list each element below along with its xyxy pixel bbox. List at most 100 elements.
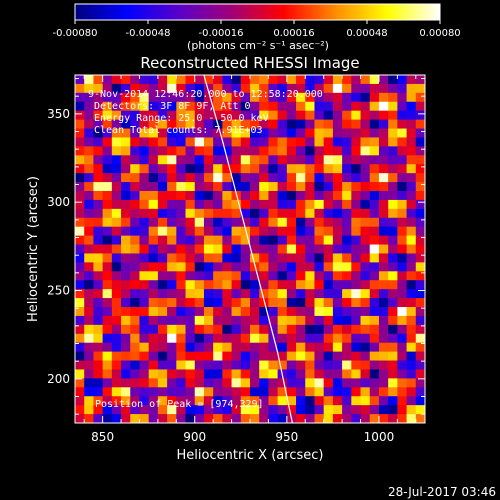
- heatmap-cell: [185, 164, 196, 174]
- heatmap-cell: [351, 405, 361, 415]
- heatmap-cell: [406, 414, 417, 423]
- heatmap-cell: [268, 137, 279, 147]
- heatmap-cell: [167, 244, 177, 254]
- heatmap-cell: [213, 217, 223, 228]
- heatmap-cell: [296, 333, 306, 344]
- heatmap-cell: [296, 226, 306, 237]
- heatmap-cell: [286, 315, 297, 326]
- heatmap-cell: [102, 378, 113, 388]
- heatmap-cell: [378, 280, 389, 290]
- heatmap-cell: [351, 92, 361, 103]
- heatmap-cell: [323, 119, 334, 129]
- heatmap-cell: [286, 405, 297, 415]
- heatmap-cell: [415, 351, 425, 361]
- heatmap-cell: [351, 110, 361, 121]
- heatmap-cell: [84, 414, 94, 423]
- heatmap-cell: [102, 289, 113, 299]
- heatmap-cell: [332, 110, 343, 121]
- heatmap-cell: [268, 378, 279, 388]
- heatmap-cell: [167, 280, 177, 290]
- heatmap-cell: [240, 405, 251, 415]
- heatmap-cell: [185, 271, 196, 281]
- heatmap-cell: [277, 164, 288, 174]
- heatmap-cell: [415, 307, 425, 317]
- heatmap-cell: [314, 289, 325, 299]
- heatmap-cell: [305, 280, 315, 290]
- heatmap-cell: [250, 119, 260, 129]
- heatmap-cell: [397, 92, 407, 103]
- heatmap-cell: [415, 217, 425, 228]
- heatmap-cell: [194, 75, 205, 85]
- heatmap-cell: [231, 173, 242, 183]
- heatmap-cell: [222, 351, 232, 361]
- heatmap-cell: [75, 92, 85, 103]
- heatmap-cell: [148, 146, 159, 156]
- heatmap-cell: [415, 235, 425, 245]
- heatmap-cell: [360, 396, 371, 406]
- heatmap-cell: [194, 396, 205, 406]
- heatmap-cell: [111, 253, 122, 263]
- heatmap-cell: [277, 351, 288, 361]
- heatmap-cell: [360, 164, 371, 174]
- heatmap-cell: [240, 75, 251, 85]
- heatmap-cell: [203, 280, 214, 290]
- heatmap-cell: [286, 146, 297, 156]
- heatmap-cell: [369, 351, 380, 361]
- heatmap-cell: [268, 101, 279, 112]
- heatmap-cell: [250, 307, 260, 317]
- heatmap-cell: [369, 405, 380, 415]
- heatmap-cell: [286, 307, 297, 317]
- heatmap-cell: [397, 360, 407, 370]
- heatmap-cell: [167, 378, 177, 388]
- heatmap-cell: [102, 351, 113, 361]
- heatmap-cell: [157, 378, 168, 388]
- heatmap-cell: [369, 298, 380, 308]
- heatmap-cell: [75, 182, 85, 192]
- heatmap-cell: [277, 289, 288, 299]
- heatmap-cell: [148, 217, 159, 228]
- colorbar-gradient: [74, 3, 441, 21]
- heatmap-cell: [296, 217, 306, 228]
- heatmap-cell: [240, 324, 251, 335]
- heatmap-cell: [259, 387, 269, 397]
- heatmap-cell: [75, 101, 85, 112]
- heatmap-cell: [388, 191, 398, 201]
- heatmap-cell: [213, 280, 223, 290]
- y-tick-label: 300: [47, 195, 70, 209]
- heatmap-cell: [277, 280, 288, 290]
- heatmap-cell: [130, 253, 140, 263]
- heatmap-cell: [139, 191, 150, 201]
- heatmap-cell: [323, 387, 334, 397]
- heatmap-cell: [388, 137, 398, 147]
- heatmap-cell: [342, 244, 352, 254]
- heatmap-cell: [213, 75, 223, 85]
- heatmap-cell: [130, 342, 140, 353]
- heatmap-cell: [121, 226, 131, 237]
- heatmap-cell: [167, 405, 177, 415]
- heatmap-cell: [130, 199, 140, 210]
- heatmap-cell: [111, 191, 122, 201]
- heatmap-cell: [111, 83, 122, 94]
- heatmap-cell: [176, 119, 186, 129]
- heatmap-cell: [360, 110, 371, 121]
- heatmap-cell: [102, 405, 113, 415]
- heatmap-cell: [314, 378, 325, 388]
- heatmap-cell: [360, 271, 371, 281]
- heatmap-cell: [121, 244, 131, 254]
- heatmap-cell: [296, 199, 306, 210]
- heatmap-cell: [259, 208, 269, 219]
- heatmap-cell: [397, 155, 407, 165]
- heatmap-cell: [194, 271, 205, 281]
- heatmap-cell: [397, 244, 407, 254]
- heatmap-cell: [406, 298, 417, 308]
- heatmap-cell: [121, 83, 131, 94]
- heatmap-cell: [231, 289, 242, 299]
- heatmap-cell: [323, 235, 334, 245]
- heatmap-cell: [351, 164, 361, 174]
- heatmap-cell: [139, 280, 150, 290]
- heatmap-cell: [121, 289, 131, 299]
- heatmap-cell: [342, 92, 352, 103]
- heatmap-cell: [167, 137, 177, 147]
- heatmap-cell: [406, 369, 417, 379]
- heatmap-cell: [406, 280, 417, 290]
